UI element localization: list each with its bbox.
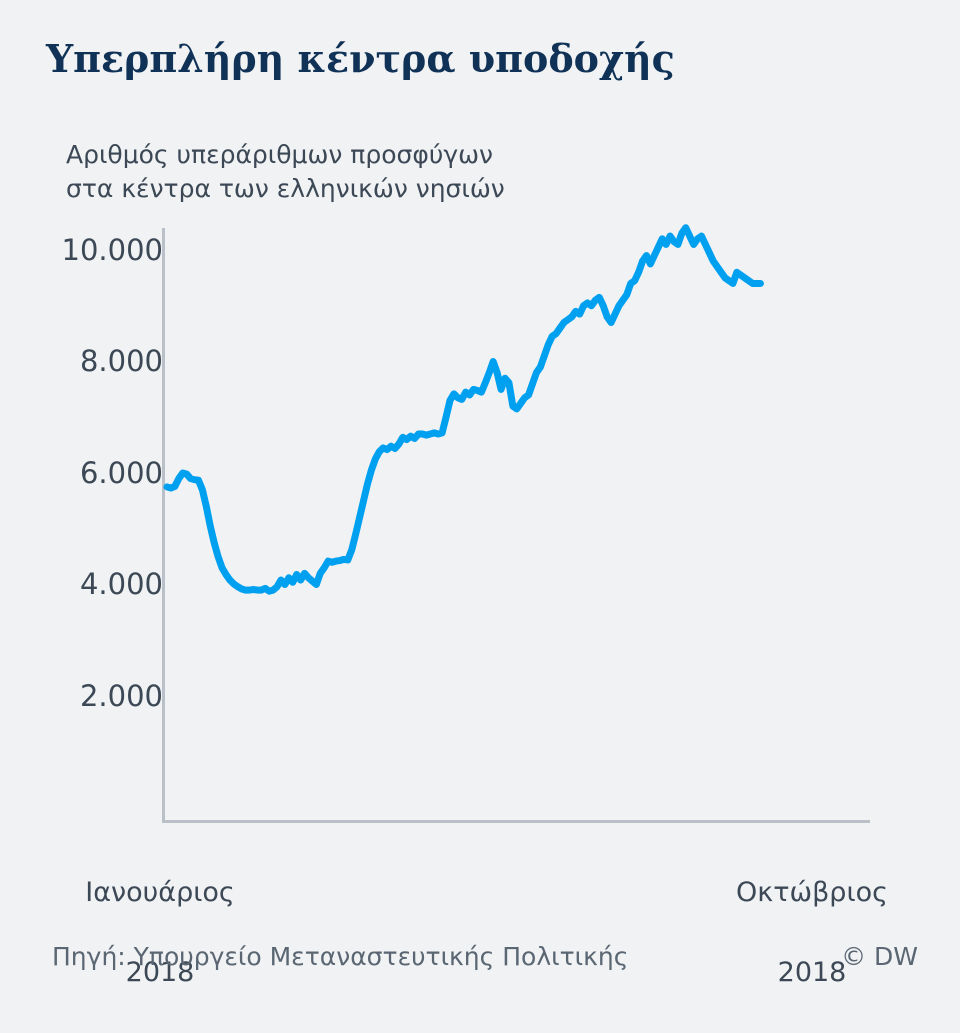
x-axis-label-start-month: Ιανουάριος bbox=[85, 877, 235, 908]
y-tick-label: 10.000 bbox=[61, 233, 163, 267]
x-axis-label-start: Ιανουάριος 2018 bbox=[70, 833, 250, 1033]
y-tick-label: 2.000 bbox=[79, 679, 163, 713]
y-tick-label: 6.000 bbox=[79, 456, 163, 490]
data-series-line bbox=[163, 224, 764, 595]
page-title: Υπερπλήρη κέντρα υποδοχής bbox=[46, 36, 675, 81]
source-note: Πηγή: Υπουργείο Μεταναστευτικής Πολιτική… bbox=[52, 942, 629, 971]
x-axis-label-end-month: Οκτώβριος bbox=[736, 877, 888, 908]
y-tick-label: 4.000 bbox=[79, 567, 163, 601]
x-axis-label-end: Οκτώβριος 2018 bbox=[712, 833, 912, 1033]
chart-subtitle: Αριθμός υπεράριθμων προσφύγων στα κέντρα… bbox=[66, 140, 505, 203]
x-axis-label-start-year: 2018 bbox=[125, 957, 195, 988]
copyright-credit: © DW bbox=[841, 942, 918, 971]
y-tick-label: 8.000 bbox=[79, 344, 163, 378]
x-axis-label-end-year: 2018 bbox=[777, 957, 847, 988]
